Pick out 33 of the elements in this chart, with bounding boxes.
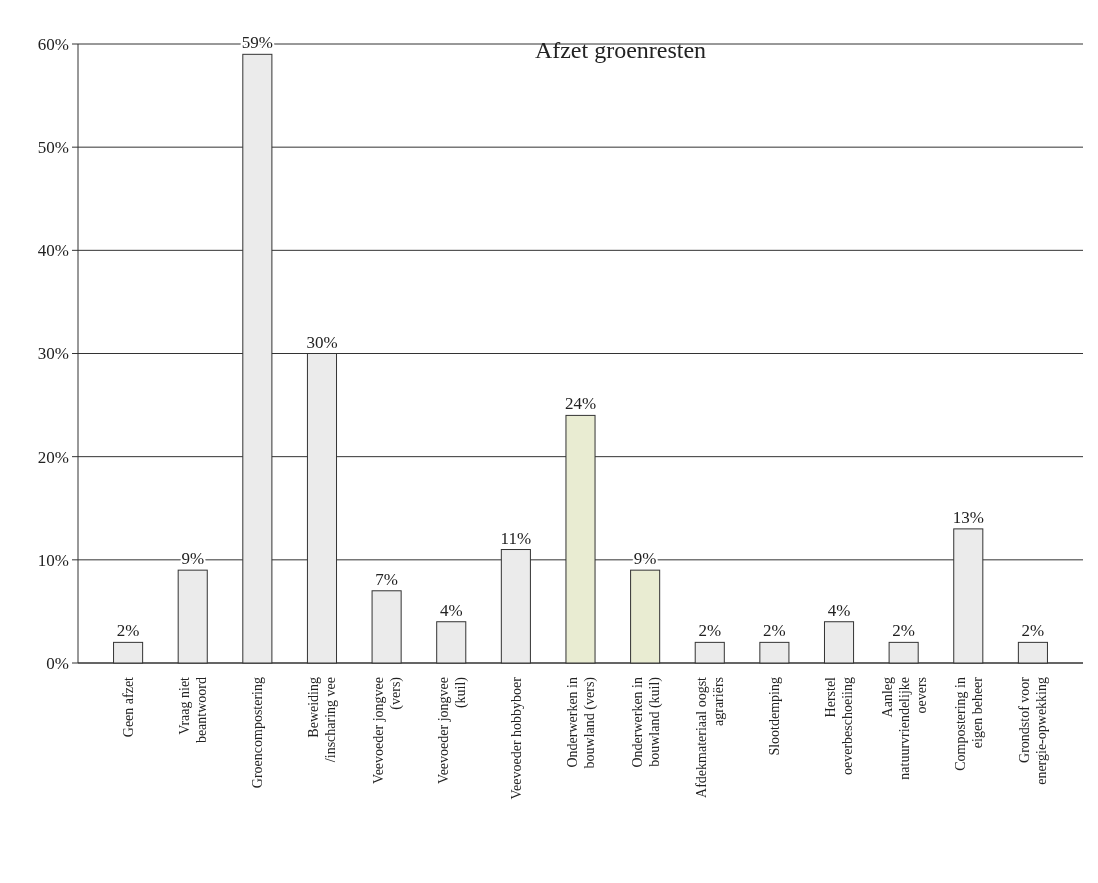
- y-tick-label: 10%: [37, 550, 69, 570]
- x-tick-label: Geen afzet: [120, 676, 136, 738]
- data-label: 11%: [500, 528, 532, 548]
- x-tick-label: Vraag niet beantwoord: [177, 676, 210, 744]
- x-tick-label: Herstel oeverbeschoeiing: [823, 676, 856, 775]
- data-label: 24%: [564, 394, 597, 414]
- y-tick-label: 30%: [37, 344, 69, 364]
- y-tick-label: 40%: [37, 241, 69, 261]
- data-label: 2%: [892, 621, 915, 641]
- data-label: 30%: [306, 332, 338, 352]
- y-tick-label: 50%: [37, 138, 69, 158]
- data-label: 13%: [952, 507, 984, 527]
- x-tick-label: Veevoeder jongvee (kuil): [435, 676, 469, 784]
- y-tick-label: 20%: [37, 447, 69, 467]
- x-tick-label: Onderwerken in bouwland (vers): [564, 676, 598, 769]
- y-tick-label: 0%: [46, 653, 69, 673]
- x-tick-label: Aanleg natuurvriendelijke oevers: [879, 677, 929, 780]
- data-label: 4%: [827, 600, 851, 620]
- x-tick-label: Slootdemping: [767, 677, 783, 756]
- data-label: 2%: [763, 621, 786, 641]
- data-label: 2%: [1021, 621, 1045, 641]
- x-tick-label: Onderwerken in bouwland (kuil): [629, 676, 663, 768]
- x-tick-label: Veevoeder jongvee (vers): [371, 676, 405, 784]
- chart-title: Afzet groenresten: [534, 36, 707, 63]
- data-label: 2%: [116, 621, 140, 641]
- y-tick-label: 60%: [37, 34, 69, 54]
- x-tick-label: Beweiding /inscharing vee: [306, 677, 339, 763]
- x-tick-label: Veevoeder hobbyboer: [508, 676, 524, 800]
- data-label: 4%: [439, 600, 463, 620]
- x-tick-label: Groencompostering: [250, 677, 266, 789]
- data-label: 7%: [375, 569, 398, 589]
- data-label: 59%: [241, 33, 273, 53]
- data-label: 2%: [698, 621, 722, 641]
